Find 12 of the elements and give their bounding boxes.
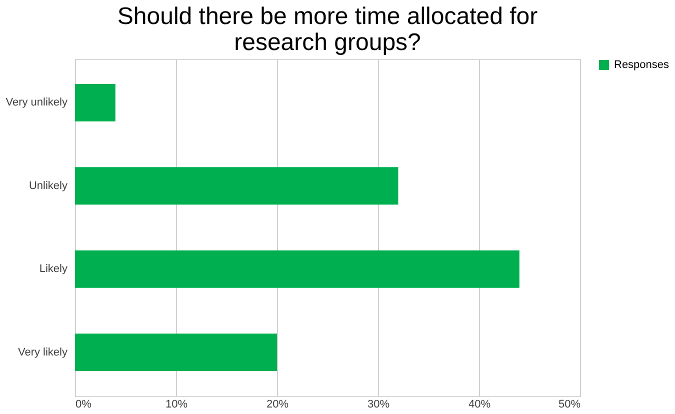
x-tick-label: 0% — [76, 398, 92, 410]
x-tick-label: 50% — [558, 398, 581, 410]
x-tick-label: 40% — [468, 398, 491, 410]
y-tick-label: Unlikely — [28, 180, 68, 192]
x-tick-label: 10% — [165, 398, 188, 410]
chart-title: Should there be more time allocated for research groups? — [117, 3, 538, 56]
x-tick-label: 20% — [266, 398, 289, 410]
legend-label: Responses — [614, 59, 670, 71]
x-tick-label: 30% — [367, 398, 390, 410]
y-tick-label: Likely — [39, 263, 68, 276]
y-tick-label: Very likely — [18, 346, 68, 358]
y-tick-label: Very unlikely — [6, 96, 68, 109]
